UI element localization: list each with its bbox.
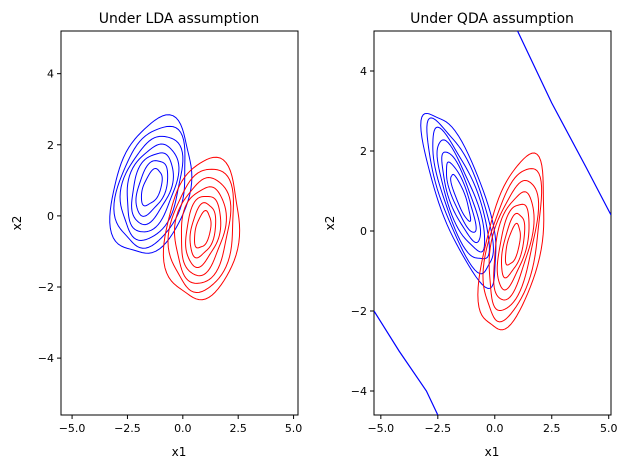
qda-decision-boundary-2 [374, 310, 439, 415]
qda-y-tick-label: −2 [351, 305, 367, 318]
lda-class0-contour-level-7 [140, 167, 163, 207]
qda-decision-boundary-1 [517, 31, 611, 216]
qda-y-ticks: −4 −2 0 2 4 [351, 65, 374, 398]
lda-class0-contour-level-2 [113, 125, 186, 249]
lda-class0-contour-level-4 [126, 143, 180, 233]
qda-class1-contour-level-1 [477, 152, 545, 331]
qda-y-tick-label: 4 [360, 65, 367, 78]
qda-y-axis-label: x2 [323, 216, 337, 231]
lda-panel: Under LDA assumption −5.0 −2.5 0.0 2.5 5.0 −… [10, 11, 302, 459]
qda-class1-contour-level-6 [500, 212, 526, 279]
lda-class0-contour-level-5 [131, 152, 174, 226]
qda-class0-contour-level-3 [432, 126, 490, 260]
lda-x-tick-label: 0.0 [174, 422, 192, 435]
qda-class1-contour-level-4 [493, 191, 535, 301]
qda-contours [420, 112, 545, 331]
lda-x-axis-label: x1 [172, 445, 187, 459]
qda-class1-contour-level-3 [488, 179, 540, 312]
qda-y-tick-label: −4 [351, 385, 367, 398]
lda-contours [109, 114, 241, 301]
lda-y-ticks: −4 −2 0 2 4 [38, 68, 61, 365]
lda-class0-contour-level-1 [109, 114, 193, 254]
qda-boundaries [374, 31, 611, 415]
lda-x-tick-label: 5.0 [285, 422, 303, 435]
lda-class1-contour-level-4 [180, 186, 227, 277]
lda-y-axis-label: x2 [10, 216, 24, 231]
lda-x-tick-label: 2.5 [229, 422, 247, 435]
qda-class1-contour-level-5 [496, 203, 530, 291]
qda-y-tick-label: 0 [360, 225, 367, 238]
qda-axes-frame [373, 30, 612, 416]
lda-class1-contour-level-1 [162, 156, 241, 301]
qda-x-tick-label: 5.0 [600, 422, 618, 435]
lda-class1-contour-level-3 [173, 177, 232, 284]
qda-class0-contour-level-1 [420, 112, 497, 289]
lda-y-tick-label: −2 [38, 281, 54, 294]
lda-x-tick-label: −5.0 [59, 422, 86, 435]
qda-y-tick-label: 2 [360, 145, 367, 158]
qda-x-tick-label: 0.0 [486, 422, 504, 435]
qda-x-tick-label: −2.5 [424, 422, 451, 435]
lda-y-tick-label: 0 [47, 210, 54, 223]
qda-class0-contour-level-2 [426, 117, 494, 275]
lda-y-tick-label: 4 [47, 68, 54, 81]
lda-y-tick-label: −4 [38, 352, 54, 365]
qda-x-tick-label: 2.5 [543, 422, 561, 435]
lda-y-tick-label: 2 [47, 139, 54, 152]
qda-panel: Under QDA assumption −5.0 −2.5 0.0 2.5 5.0 −… [323, 11, 617, 459]
qda-class0-contour-level-6 [445, 161, 477, 233]
lda-x-tick-label: −2.5 [114, 422, 141, 435]
qda-class1-contour-level-7 [504, 222, 521, 266]
lda-axes-frame [60, 30, 299, 416]
qda-x-axis-label: x1 [485, 445, 500, 459]
lda-class1-contour-level-7 [194, 210, 212, 249]
lda-x-ticks: −5.0 −2.5 0.0 2.5 5.0 [59, 415, 303, 435]
lda-class1-contour-level-6 [189, 202, 217, 259]
qda-x-ticks: −5.0 −2.5 0.0 2.5 5.0 [367, 415, 617, 435]
lda-class1-contour-level-2 [167, 168, 234, 294]
lda-class1-contour-level-5 [185, 196, 222, 269]
qda-class0-contour-level-4 [436, 139, 486, 253]
lda-title: Under LDA assumption [99, 11, 260, 27]
qda-class0-contour-level-7 [450, 173, 472, 222]
qda-title: Under QDA assumption [410, 11, 574, 27]
lda-class0-contour-level-6 [135, 160, 169, 217]
qda-class1-contour-level-2 [482, 168, 543, 323]
qda-class0-contour-level-5 [441, 151, 482, 244]
qda-x-tick-label: −5.0 [367, 422, 394, 435]
